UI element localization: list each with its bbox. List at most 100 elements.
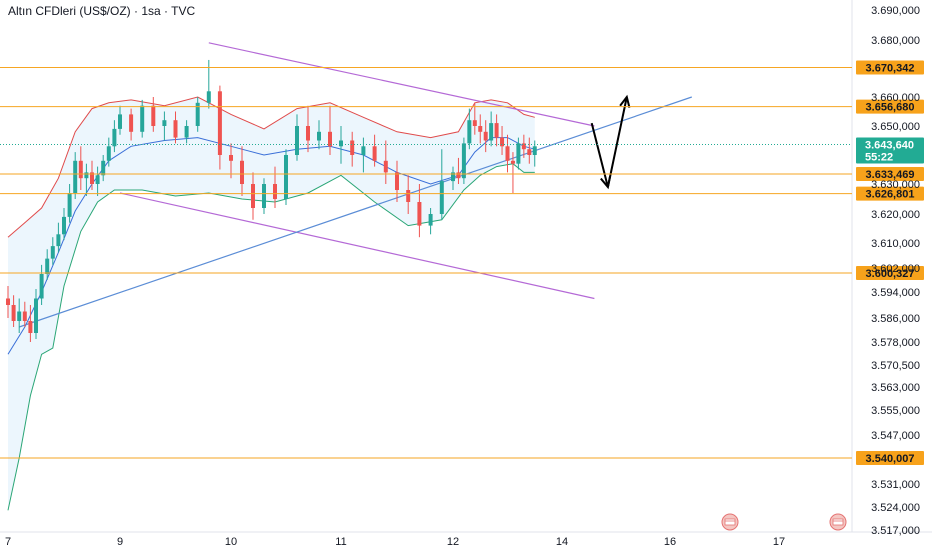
candle-body bbox=[34, 298, 38, 333]
candle-body bbox=[350, 140, 355, 155]
candle bbox=[73, 152, 78, 199]
candle-body bbox=[521, 143, 526, 150]
candle bbox=[339, 126, 343, 164]
candle bbox=[428, 208, 433, 235]
candle bbox=[78, 146, 83, 190]
price-axis: 3.690,000 3.680,000 3.660,000 3.650,000 3.63… bbox=[871, 5, 920, 537]
candle-body bbox=[461, 143, 466, 179]
candle bbox=[467, 108, 472, 150]
level-label-text: 3.656,680 bbox=[866, 102, 915, 114]
candle bbox=[173, 111, 178, 144]
candle-body bbox=[428, 214, 433, 226]
time-tick-label: 17 bbox=[773, 536, 785, 548]
band-fill bbox=[8, 97, 535, 511]
candle bbox=[516, 137, 521, 170]
candle-body bbox=[151, 105, 156, 126]
candle-body bbox=[206, 91, 211, 103]
candle-body bbox=[317, 131, 321, 141]
support-trendline bbox=[19, 96, 692, 328]
level-label-text: 3.540,007 bbox=[866, 453, 915, 465]
candle bbox=[195, 97, 200, 132]
candle-body bbox=[6, 298, 10, 305]
candle bbox=[184, 120, 189, 144]
candle-body bbox=[140, 105, 145, 132]
level-price-label: 3.626,801 bbox=[856, 186, 924, 201]
candle-body bbox=[273, 184, 277, 199]
candle bbox=[461, 137, 466, 184]
current-price-text: 3.643,640 bbox=[865, 139, 914, 151]
level-label-bg bbox=[856, 186, 924, 201]
time-tick-label: 16 bbox=[664, 536, 676, 548]
candle-body bbox=[494, 123, 499, 138]
candle bbox=[229, 143, 233, 179]
candle-body bbox=[395, 172, 399, 190]
candle-body bbox=[472, 120, 477, 126]
chart-title: Altın CFDleri (US$/OZ) · 1sa · TVC bbox=[8, 4, 196, 18]
time-tick-label: 7 bbox=[5, 536, 11, 548]
level-label-text: 3.670,342 bbox=[866, 63, 915, 75]
candle bbox=[505, 134, 510, 173]
channel-lower-line bbox=[119, 192, 595, 300]
candle-body bbox=[284, 155, 288, 199]
candle-body bbox=[467, 120, 472, 144]
candle-body bbox=[129, 114, 134, 132]
price-tick-label: 3.620,000 bbox=[871, 209, 920, 221]
level-label-text: 3.626,801 bbox=[866, 189, 915, 201]
candle-body bbox=[50, 246, 55, 259]
level-label-bg bbox=[856, 166, 924, 181]
candle bbox=[217, 85, 222, 170]
candle bbox=[101, 155, 106, 182]
candle-body bbox=[11, 305, 16, 321]
candle-body bbox=[478, 126, 483, 132]
price-tick-label: 3.594,000 bbox=[871, 287, 920, 299]
time-tick-label: 9 bbox=[117, 536, 123, 548]
candle-body bbox=[240, 160, 244, 184]
candle bbox=[50, 237, 55, 265]
level-price-label: 3.656,680 bbox=[856, 99, 924, 114]
candle-body bbox=[500, 137, 505, 147]
candle-body bbox=[262, 184, 266, 208]
candle bbox=[106, 137, 111, 167]
band-lower-line bbox=[7, 163, 535, 511]
time-tick-label: 12 bbox=[447, 536, 459, 548]
candle-body bbox=[505, 146, 510, 161]
price-tick-label: 3.610,000 bbox=[871, 238, 920, 250]
candle-body bbox=[106, 146, 111, 161]
candle bbox=[240, 146, 244, 196]
candle bbox=[406, 175, 411, 214]
level-label-bg bbox=[856, 266, 924, 281]
candle-body bbox=[229, 155, 233, 161]
price-tick-label: 3.650,000 bbox=[871, 121, 920, 133]
candle bbox=[84, 163, 89, 196]
price-tick-label: 3.531,000 bbox=[871, 479, 920, 491]
time-tick-label: 14 bbox=[556, 536, 568, 548]
calendar-event-icon bbox=[832, 518, 844, 526]
candle bbox=[90, 160, 94, 190]
price-tick-label: 3.630,000 bbox=[871, 179, 920, 191]
price-tick-label: 3.570,500 bbox=[871, 360, 920, 372]
candle bbox=[306, 105, 310, 153]
time-tick-label: 10 bbox=[225, 536, 237, 548]
price-tick-label: 3.547,000 bbox=[871, 430, 920, 442]
candle bbox=[521, 134, 526, 158]
candle-body bbox=[78, 160, 83, 179]
candle bbox=[206, 59, 211, 109]
candle bbox=[11, 295, 16, 327]
price-tick-label: 3.555,000 bbox=[871, 405, 920, 417]
candle bbox=[383, 140, 388, 184]
candle bbox=[483, 120, 488, 153]
candle bbox=[350, 131, 355, 167]
candle-body bbox=[483, 131, 488, 141]
candle bbox=[328, 105, 332, 155]
price-tick-label: 3.660,000 bbox=[871, 92, 920, 104]
candle-body bbox=[217, 91, 222, 155]
candle bbox=[361, 137, 366, 173]
candle-body bbox=[439, 181, 444, 214]
candle bbox=[478, 114, 483, 144]
time-axis: 7 9 10 11 12 14 16 17 bbox=[5, 513, 847, 548]
price-tick-label: 3.578,000 bbox=[871, 337, 920, 349]
candle bbox=[112, 120, 117, 153]
countdown-text: 55:22 bbox=[865, 151, 893, 163]
